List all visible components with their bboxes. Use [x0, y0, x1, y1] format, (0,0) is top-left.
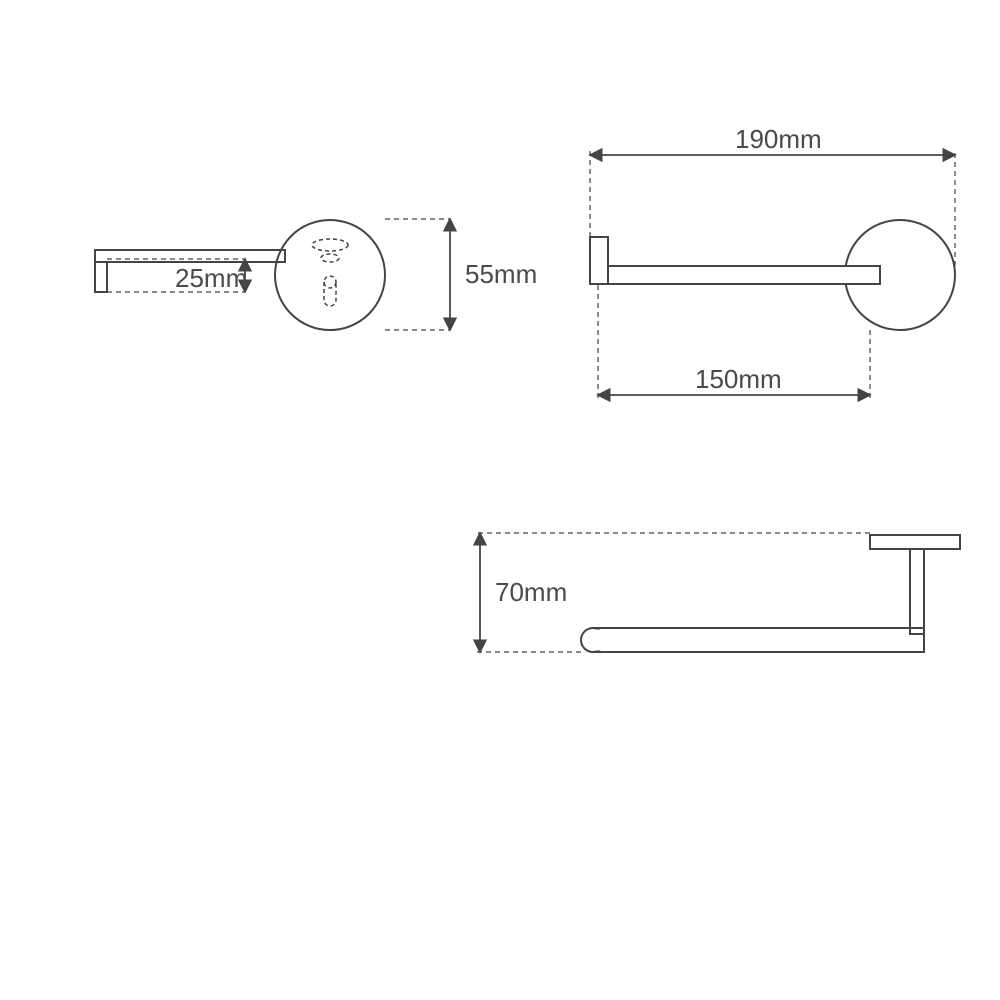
- dim-150mm: 150mm: [598, 285, 870, 400]
- front-view: 190mm 150mm: [590, 124, 955, 400]
- dim-25mm-label: 25mm: [175, 263, 247, 293]
- arm-top: [593, 628, 924, 652]
- slot-top-icon: [312, 239, 348, 251]
- arm-bar-front: [590, 266, 880, 284]
- dim-25mm: 25mm: [107, 259, 247, 293]
- technical-drawing: 25mm 55mm 190mm 150mm: [0, 0, 1000, 1000]
- wall-plate: [870, 535, 960, 549]
- arm-end: [95, 262, 107, 292]
- dim-55mm: 55mm: [450, 219, 537, 330]
- dim-190mm-label: 190mm: [735, 124, 822, 154]
- dim-70mm: 70mm: [475, 533, 870, 652]
- dim-190mm: 190mm: [590, 124, 955, 275]
- arm-bar: [95, 250, 285, 262]
- stem: [910, 549, 924, 634]
- arm-end-front: [590, 237, 608, 284]
- slot-mid-icon: [321, 254, 339, 262]
- rear-view: 25mm 55mm: [95, 219, 537, 330]
- top-view: 70mm: [475, 533, 960, 652]
- dim-150mm-label: 150mm: [695, 364, 782, 394]
- screw-hole-icon: [324, 276, 336, 288]
- dim-55mm-label: 55mm: [465, 259, 537, 289]
- dim-70mm-label: 70mm: [495, 577, 567, 607]
- mount-circle: [275, 220, 385, 330]
